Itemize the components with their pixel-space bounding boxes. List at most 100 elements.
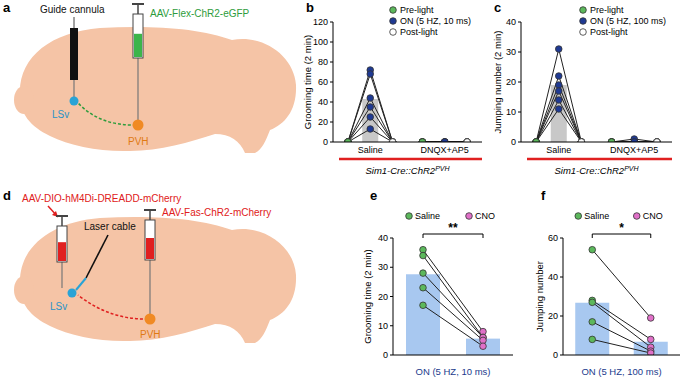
point [555,46,562,53]
subject-line [536,109,581,142]
plunger [61,217,63,226]
y-axis-label: Jumping number (2 min) [492,31,503,134]
y-tick [560,238,563,239]
y-tick-label: 40 [548,272,558,282]
genotype-text: Sim1-Cre::ChR2 [365,165,435,176]
y-tick [560,355,563,356]
y-tick-label: 120 [313,17,328,27]
legend-label: Pre-light [590,5,624,15]
subject-line [536,76,581,142]
diagram-d: AAV-DIO-hM4Di-DREADD-mCherryLaser cableA… [14,193,296,343]
y-tick-label: 40 [506,17,516,27]
y-tick-label: 20 [378,292,388,302]
legend-label: CNO [643,211,663,221]
point [647,315,654,322]
x-tick-label: DNQX+AP5 [421,145,469,155]
y-tick [518,52,521,53]
legend-label: ON (5 HZ, 100 ms) [590,16,666,26]
x-axis [563,355,680,356]
y-tick-label: 0 [553,350,558,360]
y-axis-label: Jumping number [534,261,545,332]
y-tick-label: 10 [378,321,388,331]
syringe [144,209,156,316]
subject-line [348,107,393,142]
pair-line [423,305,483,346]
diagram-a: Guide cannulaAAV-Flex-ChR2-eGFPLSvPVH [14,3,296,153]
y-tick-label: 80 [318,57,328,67]
y-tick-label: 30 [506,47,516,57]
point [589,336,596,343]
y-tick-label: 10 [506,107,516,117]
legend-marker [580,18,587,25]
point [367,126,374,133]
label: Laser cable [84,221,136,232]
pair-line [592,300,651,339]
subject-line [348,74,393,142]
legend-marker [580,7,587,14]
y-tick-label: 60 [318,77,328,87]
needle [149,260,150,316]
panel-letter: e [370,188,377,203]
plot-area [575,246,668,355]
x-axis-label: ON (5 HZ, 100 ms) [581,366,661,377]
genotype: Sim1-Cre::ChR2PVH [365,165,450,177]
projection [78,295,148,319]
y-tick [330,142,333,143]
subject-line [536,100,581,142]
x-axis-label: ON (5 HZ, 10 ms) [416,366,491,377]
virus-fill [146,238,154,259]
plunger-head [56,215,68,217]
legend-label: CNO [475,211,495,221]
barrel [57,226,67,262]
syringe [56,215,68,288]
significance: * [619,221,624,235]
pvh-site [133,120,144,131]
legend-marker [575,213,582,220]
point [420,270,427,277]
panel-letter: b [306,0,314,15]
y-axis-label: Grooming time (2 min) [362,249,373,344]
cannula [70,28,78,80]
pointer [74,17,75,28]
plunger-head [132,3,144,5]
point [647,350,654,355]
label: Guide cannula [40,4,105,15]
y-tick [390,296,393,297]
point [589,319,596,326]
plunger [137,5,139,14]
x-axis [393,355,513,356]
needle [61,262,62,288]
plunger [149,211,151,220]
panel-letter: c [494,0,501,15]
label: PVH [140,329,161,340]
pair-line [423,288,483,341]
subject-line [536,85,581,142]
injector [73,80,74,97]
y-axis [563,238,564,355]
y-tick [390,267,393,268]
point [647,336,654,343]
y-tick-label: 0 [323,137,328,147]
pair-line [592,250,651,318]
pair-line [423,273,483,337]
olfactory-bulb [14,86,34,114]
pair-line [592,302,651,347]
plot-area [345,67,471,142]
figure: Guide cannulaAAV-Flex-ChR2-eGFPLSvPVHaAA… [0,0,685,383]
y-tick-label: 60 [548,233,558,243]
y-tick-label: 0 [511,137,516,147]
legend-marker [406,213,413,220]
laser-cable [86,235,108,278]
y-tick [330,102,333,103]
legend-label: Post-light [400,27,438,37]
point [367,114,374,121]
y-tick-label: 0 [383,350,388,360]
label: LSv [50,301,67,312]
point [367,104,374,111]
mean-bar [362,99,378,142]
y-tick [330,22,333,23]
y-tick [518,142,521,143]
y-tick [330,62,333,63]
plot-area [406,246,500,355]
legend-marker [390,7,397,14]
